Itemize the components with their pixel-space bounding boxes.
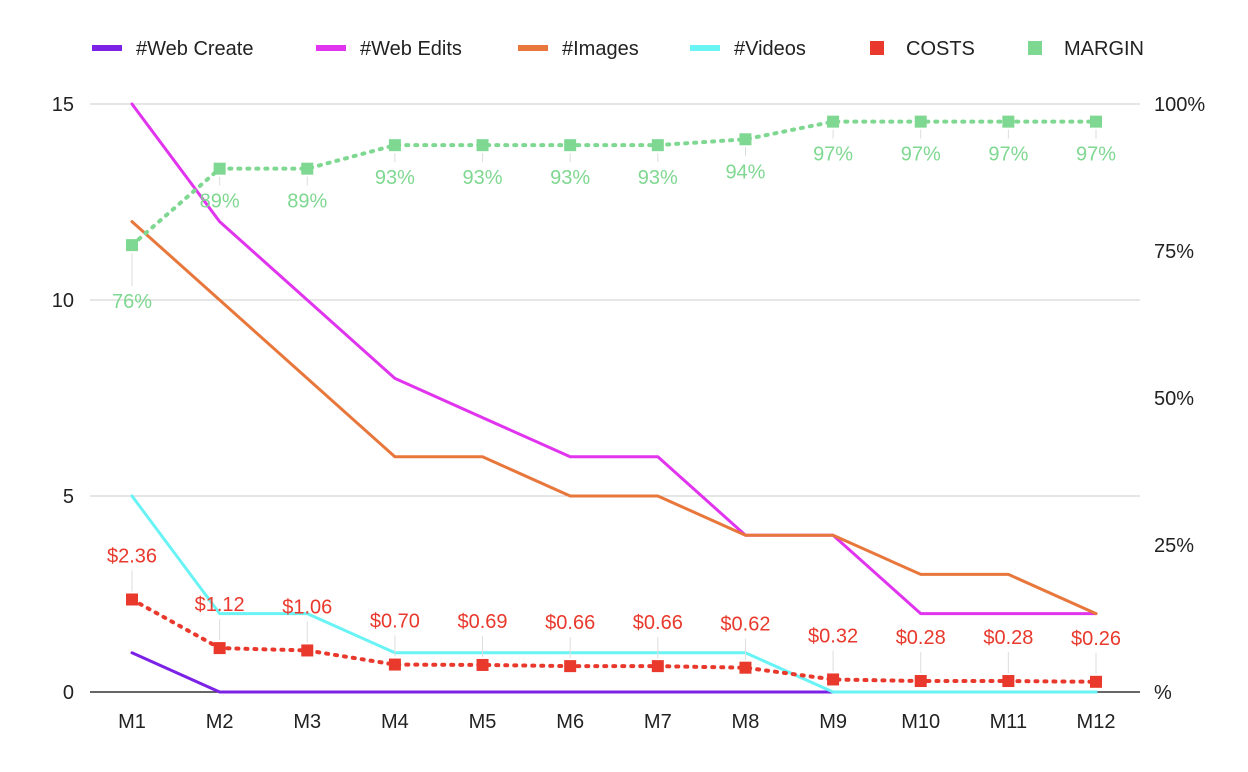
legend-swatch-web-create <box>92 45 122 51</box>
marker-costs <box>564 660 577 673</box>
legend-label-images: #Images <box>562 38 639 60</box>
marker-margin <box>1002 115 1015 128</box>
x-axis-tick-label: M11 <box>990 711 1027 733</box>
series-line-images <box>130 220 1098 616</box>
marker-margin <box>1090 115 1102 128</box>
marker-margin <box>651 139 664 152</box>
marker-margin <box>301 162 314 175</box>
legend-swatch-images <box>518 45 548 51</box>
data-label-margin: 93% <box>375 167 415 189</box>
data-label-margin: 94% <box>725 161 765 183</box>
axes: 0 5 10 15% 25% 50% 75% 100% M1 M2 M3 M4 M5 M6 M7 M8 M9 M1… <box>52 94 1206 733</box>
marker-margin <box>914 115 927 128</box>
right-axis-tick-label: 50% <box>1154 388 1194 410</box>
marker-costs <box>301 644 314 657</box>
data-label-costs: $0.66 <box>633 612 683 634</box>
marker-costs <box>914 675 927 688</box>
data-label-margin: 93% <box>638 167 678 189</box>
right-axis-tick-label: 25% <box>1154 535 1194 557</box>
data-label-costs: $0.62 <box>720 614 770 636</box>
data-label-costs: $0.69 <box>458 611 508 633</box>
marker-margin <box>827 115 840 128</box>
data-label-margin: 93% <box>463 167 503 189</box>
x-axis-tick-label: M5 <box>469 711 497 733</box>
left-axis-tick-label: 5 <box>63 486 74 508</box>
series-line-videos <box>130 494 1098 694</box>
data-label-costs: $2.36 <box>107 545 157 567</box>
marker-costs <box>651 660 664 673</box>
legend-swatch-margin <box>1028 41 1042 55</box>
marker-costs <box>1002 675 1015 688</box>
left-axis-tick-label: 10 <box>52 290 74 312</box>
series-line-costs <box>130 597 1098 684</box>
data-label-costs: $0.28 <box>896 627 946 649</box>
right-axis-tick-label: 75% <box>1154 241 1194 263</box>
marker-costs <box>126 593 138 606</box>
x-axis-tick-label: M10 <box>901 711 940 733</box>
data-label-margin: 89% <box>200 191 240 213</box>
data-label-margin: 89% <box>287 191 327 213</box>
label-leaders <box>131 129 1097 674</box>
marker-costs <box>388 658 401 671</box>
data-label-margin: 97% <box>813 144 853 166</box>
marker-margin <box>126 239 138 252</box>
x-axis-tick-label: M6 <box>556 711 584 733</box>
series-lines <box>130 102 1098 694</box>
legend-label-costs: COSTS <box>906 38 975 60</box>
series-line-web-create <box>130 651 1098 694</box>
data-label-costs: $0.70 <box>370 611 420 633</box>
right-axis-tick-label: 100% <box>1154 94 1205 116</box>
marker-margin <box>476 139 489 152</box>
x-axis-tick-label: M2 <box>206 711 234 733</box>
x-axis-tick-label: M4 <box>381 711 409 733</box>
data-label-costs: $0.32 <box>808 625 858 647</box>
legend-label-web-create: #Web Create <box>136 38 253 60</box>
data-label-margin: 97% <box>1076 144 1116 166</box>
series-line-web-edits <box>130 102 1098 616</box>
x-axis-tick-label: M8 <box>732 711 760 733</box>
marker-costs <box>213 642 226 655</box>
data-label-margin: 97% <box>988 144 1028 166</box>
x-axis-tick-label: M3 <box>293 711 321 733</box>
data-label-costs: $0.66 <box>545 612 595 634</box>
x-axis-tick-label: M12 <box>1077 711 1116 733</box>
left-axis-tick-label: 0 <box>63 682 74 704</box>
marker-margin <box>564 139 577 152</box>
x-axis-tick-label: M9 <box>819 711 847 733</box>
right-axis-tick-label: % <box>1154 682 1172 704</box>
data-label-costs: $0.28 <box>983 627 1033 649</box>
data-label-margin: 76% <box>112 291 152 313</box>
gridlines <box>90 103 1140 693</box>
legend-label-web-edits: #Web Edits <box>360 38 462 60</box>
legend-swatch-web-edits <box>316 45 346 51</box>
data-label-costs: $1.12 <box>195 594 245 616</box>
marker-costs <box>1090 675 1102 688</box>
legend-label-videos: #Videos <box>734 38 806 60</box>
left-axis-tick-label: 15 <box>52 94 74 116</box>
x-axis-tick-label: M7 <box>644 711 672 733</box>
marker-margin <box>739 133 752 146</box>
legend-label-margin: MARGIN <box>1064 38 1144 60</box>
data-labels: $2.36 $1.12 $1.06 $0.70 $0.69 $0.66 $0.66 $0.62… <box>107 144 1121 650</box>
series-line-margin <box>130 119 1098 248</box>
marker-costs <box>739 661 752 674</box>
marker-costs <box>827 673 840 686</box>
data-label-costs: $1.06 <box>282 596 332 618</box>
marker-margin <box>213 162 226 175</box>
marker-margin <box>388 139 401 152</box>
series-markers <box>126 115 1102 688</box>
data-label-margin: 93% <box>550 167 590 189</box>
marker-costs <box>476 658 489 671</box>
legend-swatch-costs <box>870 41 884 55</box>
legend: #Web Create #Web Edits #Images #Videos COSTS… <box>92 38 1144 60</box>
data-label-costs: $0.26 <box>1071 628 1121 650</box>
x-axis-tick-label: M1 <box>118 711 146 733</box>
data-label-margin: 97% <box>901 144 941 166</box>
legend-swatch-videos <box>690 45 720 51</box>
